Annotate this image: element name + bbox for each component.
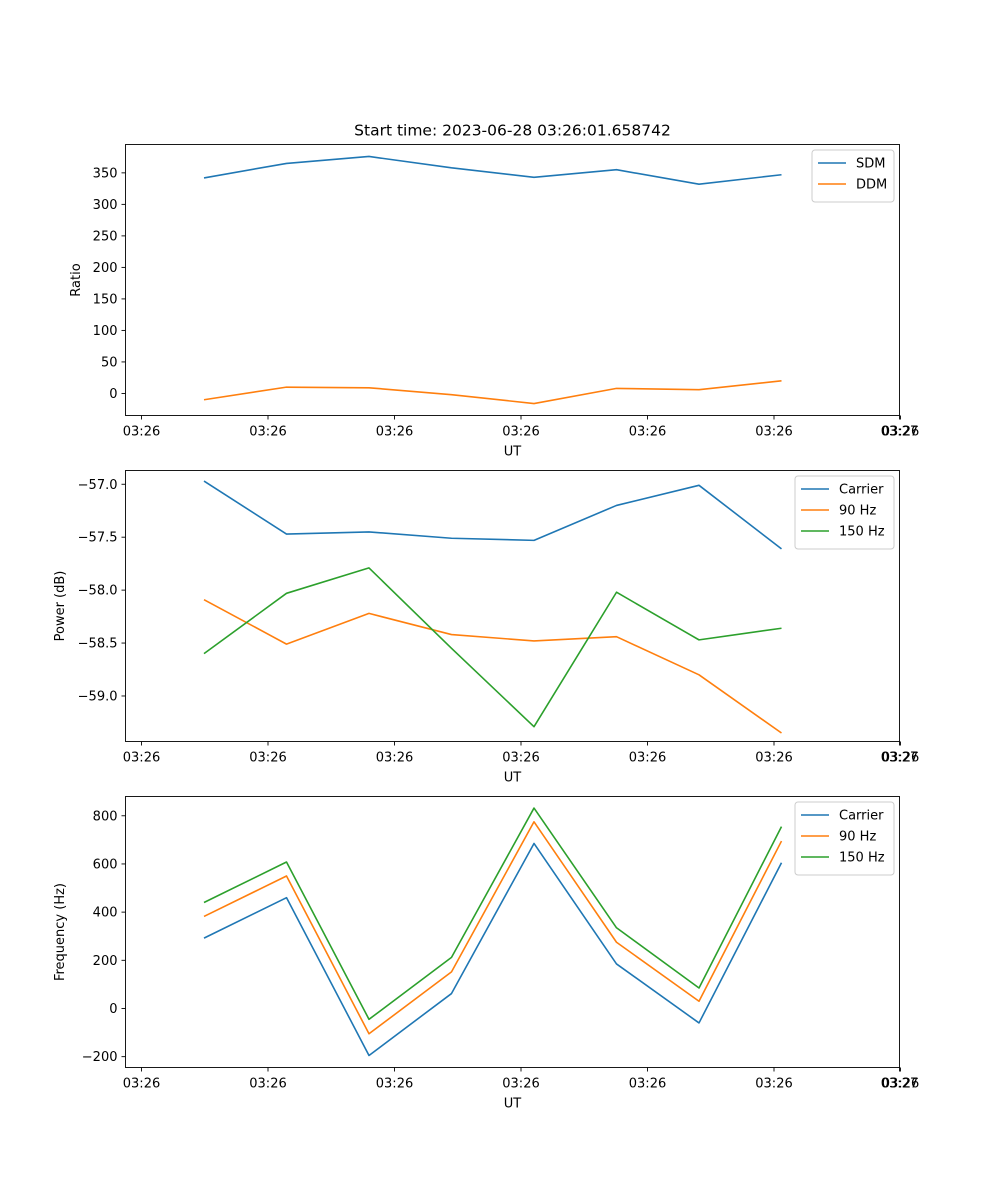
x-tick-label: 03:26 [629,751,666,766]
y-tick-label: 350 [93,166,118,181]
y-tick-label: 800 [93,809,118,824]
y-tick-label: 200 [93,954,118,969]
y-tick-label: −59.0 [78,689,118,704]
x-axis-label: UT [504,771,522,786]
series-line-carrier [203,842,783,1057]
x-tick-label: 03:26 [249,751,286,766]
y-tick-label: −58.5 [78,637,118,652]
x-tick-label: 03:26 [376,1077,413,1092]
plot-frame [125,470,900,742]
series-line-carrier [203,480,782,550]
plot-frame [125,796,900,1068]
y-tick-label: −58.0 [78,584,118,599]
x-tick-label: 03:26 [755,1077,792,1092]
legend: Carrier 90 Hz 150 Hz [794,801,895,876]
y-tick-label: −57.0 [78,478,118,493]
y-tick-label: 150 [93,292,118,307]
legend-label: 90 Hz [839,504,876,519]
x-tick-label: 03:27 [881,425,918,440]
legend-label: 150 Hz [839,851,885,866]
x-tick-label: 03:26 [629,425,666,440]
x-tick-label: 03:27 [881,751,918,766]
x-tick-label: 03:26 [123,751,160,766]
x-tick-label: 03:26 [249,1077,286,1092]
x-tick-label: 03:26 [882,1077,919,1092]
series-line-150-hz [203,567,782,728]
series-line-ddm [203,380,782,405]
x-axis-label: UT [504,1097,522,1112]
y-axis-label: Frequency (Hz) [53,883,68,981]
series-line-sdm [203,155,782,185]
legend-label: Carrier [839,483,884,498]
legend-label: 150 Hz [839,525,885,540]
y-tick-label: −57.5 [78,531,118,546]
x-tick-label: 03:26 [502,425,539,440]
y-tick-label: 300 [93,198,118,213]
y-tick-label: 0 [109,1002,117,1017]
x-tick-label: 03:26 [376,751,413,766]
y-tick-label: 400 [93,906,118,921]
y-tick-label: 0 [109,387,117,402]
y-tick-label: 100 [93,324,118,339]
series-line-90-hz [203,598,782,734]
y-tick-label: 600 [93,857,118,872]
x-tick-label: 03:26 [755,751,792,766]
y-tick-label: 200 [93,261,118,276]
x-tick-label: 03:26 [376,425,413,440]
x-tick-label: 03:27 [881,1077,918,1092]
legend: SDM DDM [811,149,895,203]
legend-label: 90 Hz [839,830,876,845]
legend-label: Carrier [839,809,884,824]
x-tick-label: 03:26 [123,425,160,440]
x-tick-label: 03:26 [502,751,539,766]
series-line-90-hz [203,820,783,1035]
series-line-150-hz [203,807,783,1021]
x-tick-label: 03:26 [502,1077,539,1092]
x-tick-label: 03:26 [882,425,919,440]
legend-label: SDM [856,157,885,172]
y-tick-label: 50 [101,355,118,370]
plot-frame [125,144,900,416]
y-tick-label: −200 [82,1050,118,1065]
panel-2: −59.0 −58.5 −58.0 −57.5 −57.0 03:26 03:26 03:26… [53,470,919,786]
legend-label: DDM [856,178,887,193]
x-tick-label: 03:26 [882,751,919,766]
x-axis-label: UT [504,445,522,460]
y-axis-label: Ratio [69,263,84,296]
chart-title: Start time: 2023-06-28 03:26:01.658742 [354,122,671,140]
y-tick-label: 250 [93,229,118,244]
y-axis-label: Power (dB) [53,571,68,642]
x-tick-label: 03:26 [123,1077,160,1092]
legend: Carrier 90 Hz 150 Hz [794,475,895,550]
x-tick-label: 03:26 [629,1077,666,1092]
x-tick-label: 03:26 [755,425,792,440]
x-tick-label: 03:26 [249,425,286,440]
